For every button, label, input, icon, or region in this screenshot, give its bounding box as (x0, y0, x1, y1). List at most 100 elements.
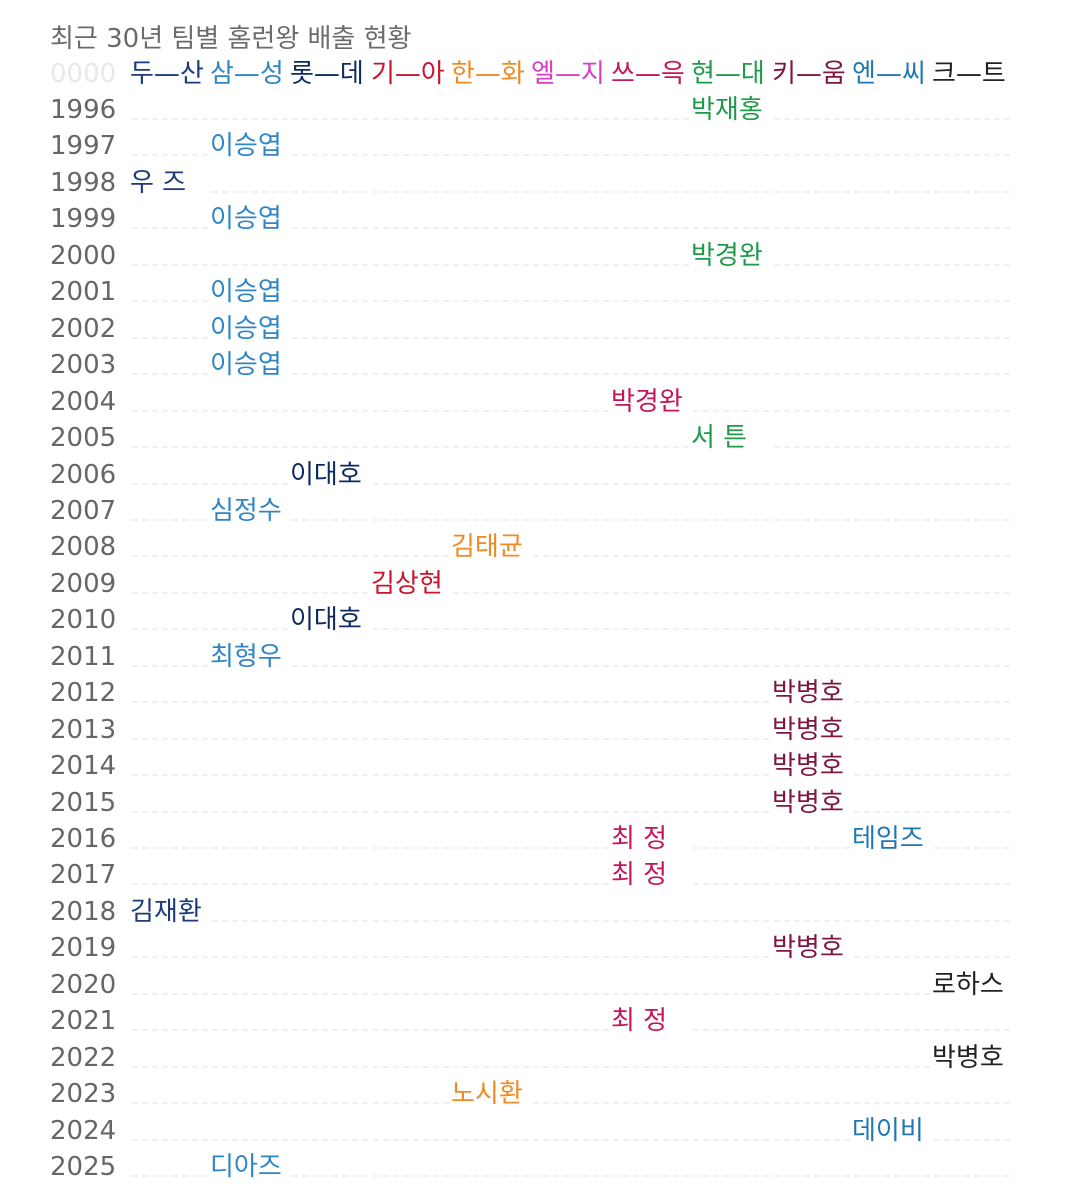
row-guide-dash (691, 710, 771, 750)
row-guide-dash (611, 673, 691, 713)
row-guide-dash (290, 637, 370, 677)
row-guide-dash (932, 928, 1012, 968)
year-row: 2010 이대호 (0, 600, 1080, 641)
homerun-leader-cell: 디아즈 (210, 1147, 290, 1188)
year-label: 2019 (50, 933, 117, 964)
row-guide-dash (932, 1001, 1012, 1041)
row-guide-dash (210, 236, 290, 276)
homerun-leader-cell: 이승엽 (210, 272, 290, 313)
row-guide-dash (531, 345, 611, 385)
row-guide-dash (852, 855, 932, 895)
row-guide-dash (611, 1074, 691, 1114)
row-guide-dash (691, 382, 771, 422)
row-guide-dash (531, 1147, 611, 1187)
row-guide-dash (451, 1001, 531, 1041)
row-guide-dash (130, 199, 210, 239)
homerun-leader-cell: 최 정 (611, 819, 691, 859)
row-guide-dash (371, 965, 451, 1005)
row-guide-dash (451, 1038, 531, 1078)
row-guide-dash (852, 272, 932, 312)
row-guide-dash (130, 855, 210, 895)
row-guide-dash (852, 892, 932, 932)
row-guide-dash (210, 710, 290, 750)
row-guide-dash (531, 746, 611, 786)
row-guide-dash (772, 382, 852, 422)
row-guide-dash (210, 1038, 290, 1078)
row-guide-dash (932, 309, 1012, 349)
row-guide-dash (290, 783, 370, 823)
row-guide-dash (932, 746, 1012, 786)
year-row: 2008 김태균 (0, 527, 1080, 568)
row-guide-dash (451, 783, 531, 823)
row-guide-dash (531, 527, 611, 567)
row-guide-dash (852, 600, 932, 640)
row-guide-dash (451, 163, 531, 203)
year-row: 2020 로하스 (0, 964, 1080, 1005)
row-guide-dash (371, 418, 451, 458)
row-guide-dash (852, 710, 932, 750)
row-guide-dash (852, 309, 932, 349)
row-guide-dash (290, 199, 370, 239)
homerun-leader-cell: 박병호 (772, 673, 852, 714)
row-guide-dash (130, 1074, 210, 1114)
homerun-leader-cell: 이승엽 (210, 126, 290, 167)
homerun-leader-cell: 박병호 (932, 1037, 1012, 1078)
row-guide-dash (210, 928, 290, 968)
year-row: 2011 최형우 (0, 636, 1080, 677)
team-header-10: 크—트 (932, 59, 1006, 89)
row-guide-dash (371, 272, 451, 312)
row-guide-dash (531, 382, 611, 422)
row-guide-dash (371, 126, 451, 166)
row-guide-dash (210, 1111, 290, 1151)
row-guide-dash (852, 1147, 932, 1187)
row-guide-dash (852, 783, 932, 823)
row-guide-dash (691, 345, 771, 385)
homerun-leader-cell: 심정수 (210, 490, 290, 531)
year-label: 2013 (50, 714, 117, 745)
row-guide-dash (932, 892, 1012, 932)
row-guide-dash (852, 236, 932, 276)
row-guide-dash (371, 1147, 451, 1187)
row-guide-dash (611, 418, 691, 458)
row-guide-dash (451, 892, 531, 932)
homerun-leader-cell: 박재홍 (691, 90, 771, 130)
row-guide-dash (691, 819, 771, 859)
row-guide-dash (611, 126, 691, 166)
row-guide-dash (932, 90, 1012, 130)
row-guide-dash (531, 491, 611, 531)
row-guide-dash (371, 90, 451, 130)
row-guide-dash (852, 965, 932, 1005)
row-guide-dash (691, 928, 771, 968)
row-guide-dash (691, 163, 771, 203)
row-guide-dash (210, 1001, 290, 1041)
row-guide-dash (932, 819, 1012, 859)
row-guide-dash (691, 855, 771, 895)
team-header-8: 키—움 (772, 59, 846, 89)
row-guide-dash (611, 1038, 691, 1078)
row-guide-dash (371, 1111, 451, 1151)
row-guide-dash (451, 746, 531, 786)
row-guide-dash (852, 345, 932, 385)
year-row: 2001 이승엽 (0, 272, 1080, 313)
team-header-2: 롯—데 (290, 59, 364, 89)
row-guide-dash (932, 855, 1012, 895)
row-guide-dash (130, 600, 210, 640)
row-guide-dash (290, 892, 370, 932)
row-guide-dash (210, 163, 290, 203)
row-guide-dash (130, 418, 210, 458)
row-guide-dash (852, 746, 932, 786)
year-label: 2025 (50, 1152, 117, 1183)
row-guide-dash (932, 783, 1012, 823)
row-guide-dash (290, 673, 370, 713)
row-guide-dash (210, 783, 290, 823)
row-guide-dash (852, 126, 932, 166)
row-guide-dash (371, 855, 451, 895)
row-guide-dash (451, 455, 531, 495)
year-label: 2018 (50, 896, 117, 927)
year-label: 2000 (50, 240, 117, 271)
homerun-leader-cell: 박병호 (772, 746, 852, 787)
row-guide-dash (371, 527, 451, 567)
homerun-leader-cell: 박경완 (611, 381, 691, 422)
row-guide-dash (772, 418, 852, 458)
row-guide-dash (451, 382, 531, 422)
